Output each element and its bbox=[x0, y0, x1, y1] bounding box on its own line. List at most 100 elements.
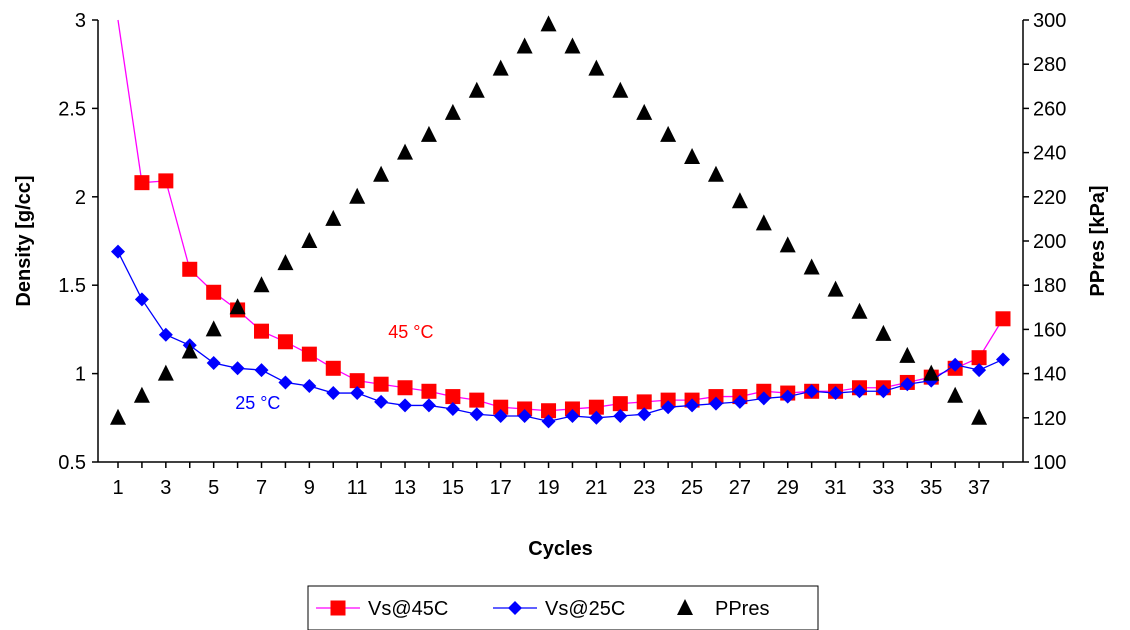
data-point bbox=[613, 409, 628, 424]
x-tick-label: 25 bbox=[681, 477, 703, 499]
data-point bbox=[685, 398, 700, 413]
data-point bbox=[636, 103, 653, 120]
data-point bbox=[588, 59, 605, 76]
data-point bbox=[254, 323, 270, 339]
data-point bbox=[349, 187, 366, 204]
legend-item: Vs@25C bbox=[493, 598, 625, 620]
left-y-axis-title: Density [g/cc] bbox=[13, 175, 35, 306]
x-tick-label: 29 bbox=[777, 477, 799, 499]
data-point bbox=[971, 408, 988, 425]
x-tick-label: 5 bbox=[208, 477, 219, 499]
data-point bbox=[278, 375, 293, 390]
legend-marker bbox=[330, 600, 346, 616]
series-Vs@45C bbox=[117, 19, 1011, 419]
data-point bbox=[660, 392, 676, 408]
data-point bbox=[540, 15, 557, 32]
data-point bbox=[684, 148, 701, 165]
data-point bbox=[349, 373, 365, 389]
data-point bbox=[708, 396, 723, 411]
right-y-tick-label: 240 bbox=[1033, 143, 1066, 165]
data-point bbox=[995, 311, 1011, 327]
x-tick-label: 19 bbox=[537, 477, 559, 499]
data-point bbox=[636, 394, 652, 410]
data-point bbox=[564, 37, 581, 54]
data-point bbox=[756, 383, 772, 399]
data-point bbox=[972, 363, 987, 378]
series-PPres bbox=[110, 15, 988, 425]
right-y-tick-label: 200 bbox=[1033, 231, 1066, 253]
data-point bbox=[755, 214, 772, 231]
data-point bbox=[374, 394, 389, 409]
data-point bbox=[660, 125, 677, 142]
data-point bbox=[948, 357, 963, 372]
data-point bbox=[516, 37, 533, 54]
right-y-tick-label: 100 bbox=[1033, 452, 1066, 474]
data-point bbox=[181, 342, 198, 359]
data-point bbox=[756, 391, 771, 406]
series bbox=[110, 15, 1011, 429]
data-point bbox=[301, 232, 318, 248]
x-tick-label: 35 bbox=[920, 477, 942, 499]
data-point bbox=[302, 378, 317, 393]
data-point bbox=[517, 409, 532, 424]
right-y-tick-label: 220 bbox=[1033, 187, 1066, 209]
x-tick-label: 21 bbox=[585, 477, 607, 499]
data-point bbox=[708, 389, 724, 405]
annotations: 45 °C 25 °C bbox=[235, 322, 433, 413]
right-y-axis-title: PPres [kPa] bbox=[1087, 185, 1109, 296]
data-point bbox=[541, 414, 556, 429]
data-point bbox=[779, 236, 796, 253]
data-point bbox=[492, 59, 509, 76]
x-tick-label: 9 bbox=[304, 477, 315, 499]
data-point bbox=[182, 261, 198, 277]
data-point bbox=[133, 386, 150, 403]
left-y-tick-label: 3 bbox=[75, 10, 86, 32]
x-tick-label: 13 bbox=[394, 477, 416, 499]
data-point bbox=[134, 175, 150, 191]
legend: Vs@45C Vs@25C PPres bbox=[307, 585, 819, 630]
data-point bbox=[277, 254, 294, 271]
data-point bbox=[899, 346, 916, 363]
data-point bbox=[111, 244, 125, 259]
series-Vs@25C bbox=[111, 244, 1010, 429]
x-axis-title: Cycles bbox=[528, 538, 593, 560]
data-point bbox=[157, 364, 174, 381]
data-point bbox=[277, 334, 293, 350]
data-point bbox=[445, 389, 461, 405]
data-point bbox=[469, 392, 485, 408]
right-y-tick-label: 260 bbox=[1033, 98, 1066, 120]
x-tick-label: 7 bbox=[256, 477, 267, 499]
x-tick-label: 11 bbox=[347, 477, 368, 499]
data-point bbox=[325, 360, 341, 376]
data-point bbox=[230, 361, 245, 376]
data-point bbox=[444, 103, 461, 120]
data-point bbox=[541, 403, 557, 419]
data-point bbox=[707, 165, 724, 182]
data-point bbox=[254, 363, 269, 378]
data-point bbox=[971, 350, 987, 366]
data-point bbox=[350, 386, 365, 401]
data-point bbox=[876, 384, 891, 399]
data-point bbox=[661, 400, 676, 415]
data-point bbox=[229, 298, 246, 315]
data-point bbox=[469, 407, 484, 422]
left-y-tick-label: 0.5 bbox=[58, 452, 86, 474]
data-point bbox=[206, 355, 221, 370]
data-point bbox=[206, 284, 222, 300]
data-point bbox=[421, 398, 436, 413]
data-point bbox=[445, 401, 460, 416]
right-y-tick-label: 180 bbox=[1033, 275, 1066, 297]
data-point bbox=[612, 396, 628, 412]
data-point bbox=[589, 410, 604, 425]
data-point bbox=[827, 280, 844, 297]
data-point bbox=[852, 384, 867, 399]
left-y-tick-label: 1.5 bbox=[58, 275, 86, 297]
data-point bbox=[803, 258, 820, 275]
right-y-tick-label: 280 bbox=[1033, 54, 1066, 76]
legend-item: Vs@45C bbox=[316, 598, 448, 620]
data-point bbox=[301, 346, 317, 362]
data-point bbox=[804, 384, 819, 399]
series-annotation: 25 °C bbox=[235, 393, 280, 413]
data-point bbox=[923, 364, 940, 381]
